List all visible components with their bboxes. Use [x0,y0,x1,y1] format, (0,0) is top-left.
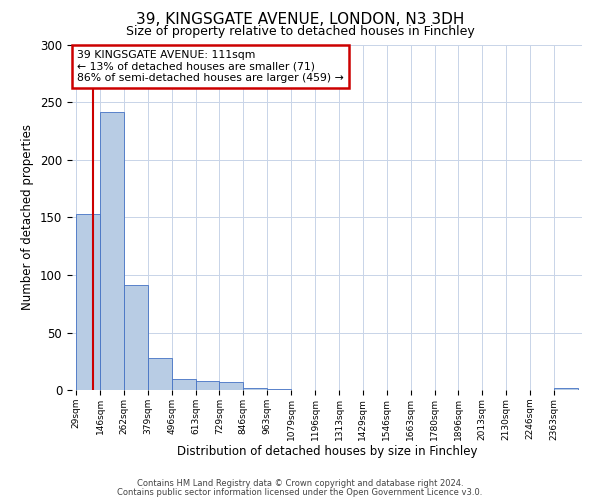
Bar [172,378,196,390]
Bar [268,389,291,390]
Y-axis label: Number of detached properties: Number of detached properties [22,124,34,310]
Text: 39, KINGSGATE AVENUE, LONDON, N3 3DH: 39, KINGSGATE AVENUE, LONDON, N3 3DH [136,12,464,28]
Text: Size of property relative to detached houses in Finchley: Size of property relative to detached ho… [125,25,475,38]
Bar [76,214,100,390]
X-axis label: Distribution of detached houses by size in Finchley: Distribution of detached houses by size … [177,446,477,458]
Text: 39 KINGSGATE AVENUE: 111sqm
← 13% of detached houses are smaller (71)
86% of sem: 39 KINGSGATE AVENUE: 111sqm ← 13% of det… [77,50,344,84]
Bar [196,381,220,390]
Bar [244,388,268,390]
Bar [554,388,578,390]
Text: Contains public sector information licensed under the Open Government Licence v3: Contains public sector information licen… [118,488,482,497]
Text: Contains HM Land Registry data © Crown copyright and database right 2024.: Contains HM Land Registry data © Crown c… [137,479,463,488]
Bar [148,358,172,390]
Bar [124,286,148,390]
Bar [100,112,124,390]
Bar [220,382,244,390]
